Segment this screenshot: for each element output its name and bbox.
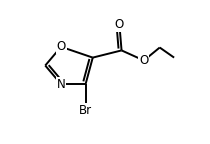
Text: O: O <box>56 40 66 53</box>
Text: O: O <box>115 18 124 31</box>
Text: O: O <box>139 54 148 67</box>
Text: N: N <box>57 78 66 91</box>
Text: Br: Br <box>79 104 92 117</box>
